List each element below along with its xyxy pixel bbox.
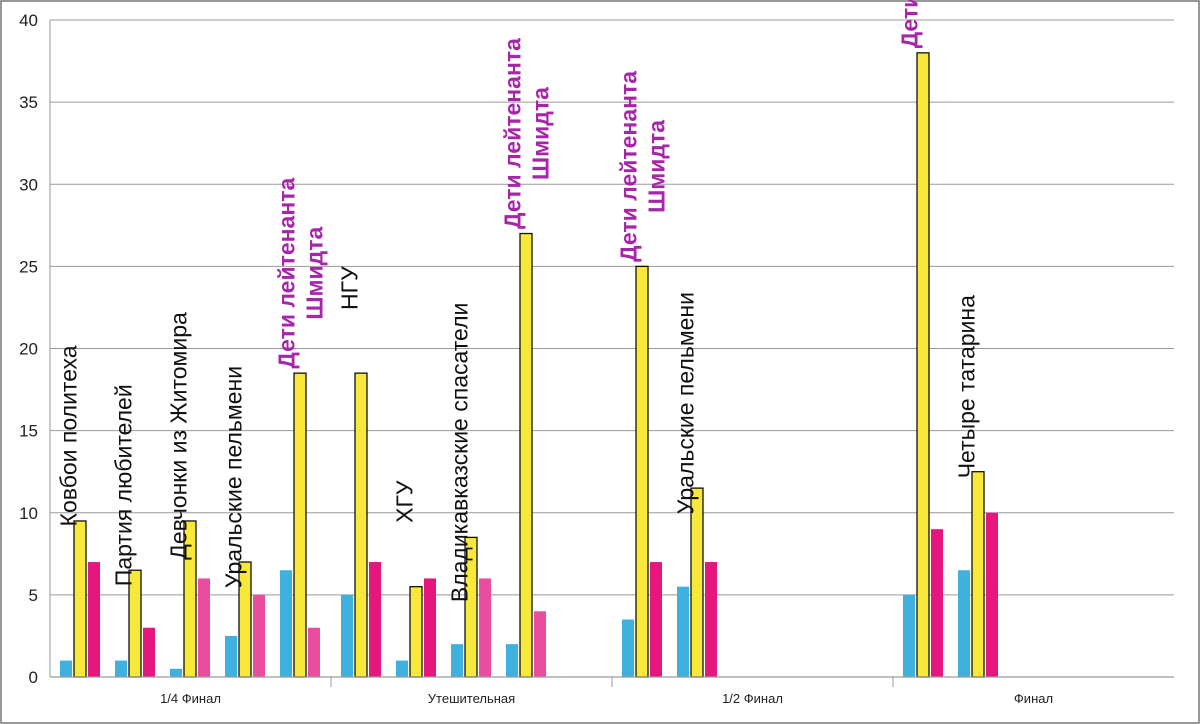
bar-magenta — [479, 578, 491, 677]
x-category-label: Утешительная — [428, 691, 515, 706]
y-tick-label: 10 — [19, 504, 38, 523]
bar-magenta — [931, 529, 943, 677]
team-label: Партия любителей — [111, 384, 137, 586]
bar-blue — [225, 635, 237, 677]
bar-blue — [396, 660, 408, 677]
bar-magenta — [143, 627, 155, 677]
x-category-label: Финал — [1014, 691, 1053, 706]
team-label-highlight: Шмидта — [302, 226, 328, 319]
bar-magenta — [534, 611, 546, 677]
y-tick-label: 20 — [19, 340, 38, 359]
bar-magenta — [88, 562, 100, 677]
bar-blue — [903, 594, 915, 677]
y-tick-label: 30 — [19, 175, 38, 194]
bar-blue — [677, 586, 689, 677]
team-label: НГУ — [337, 266, 363, 310]
bar-magenta — [369, 562, 381, 677]
team-label-highlight: Шмидта — [528, 87, 554, 180]
y-tick-label: 0 — [29, 668, 38, 687]
team-label-highlight: Дети лейтенанта — [274, 177, 300, 368]
team-label: Уральские пельмени — [673, 292, 699, 514]
bar-magenta — [650, 562, 662, 677]
team-label-highlight: Дети лейтенанта — [500, 38, 526, 229]
team-label: Четыре татарина — [954, 295, 980, 478]
bar-blue — [115, 660, 127, 677]
bar-yellow — [73, 520, 87, 678]
y-tick-label: 35 — [19, 93, 38, 112]
y-tick-label: 25 — [19, 257, 38, 276]
bar-blue — [958, 570, 970, 677]
bar-yellow — [354, 372, 368, 678]
bar-magenta — [198, 578, 210, 677]
x-category-label: 1/4 Финал — [160, 691, 221, 706]
bar-blue — [170, 668, 182, 677]
bar-blue — [622, 619, 634, 677]
bar-blue — [506, 644, 518, 677]
team-label: Владикавказские спасатели — [447, 303, 473, 602]
team-label: Девчонки из Житомира — [166, 312, 192, 560]
team-label: ХГУ — [392, 480, 418, 523]
bar-magenta — [986, 512, 998, 677]
bar-magenta — [424, 578, 436, 677]
team-label: Уральские пельмени — [221, 366, 247, 588]
y-tick-label: 40 — [19, 11, 38, 30]
team-label-highlight: Дети лейтенанта — [897, 0, 923, 48]
bar-yellow — [635, 265, 649, 678]
bar-yellow — [519, 232, 533, 678]
y-tick-label: 15 — [19, 422, 38, 441]
team-label-highlight: Шмидта — [644, 120, 670, 213]
bar-yellow — [409, 586, 423, 678]
bar-blue — [341, 594, 353, 677]
bar-yellow — [971, 471, 985, 678]
bar-yellow — [293, 372, 307, 678]
bar-magenta — [705, 562, 717, 677]
bar-magenta — [308, 627, 320, 677]
bar-blue — [280, 570, 292, 677]
x-category-label: 1/2 Финал — [722, 691, 783, 706]
bar-yellow — [916, 52, 930, 678]
bar-yellow — [690, 487, 704, 678]
bar-blue — [451, 644, 463, 677]
team-label-highlight: Дети лейтенанта — [616, 71, 642, 262]
bar-blue — [60, 660, 72, 677]
bar-magenta — [253, 594, 265, 677]
team-label: Ковбои политеха — [56, 345, 82, 526]
y-tick-label: 5 — [29, 586, 38, 605]
